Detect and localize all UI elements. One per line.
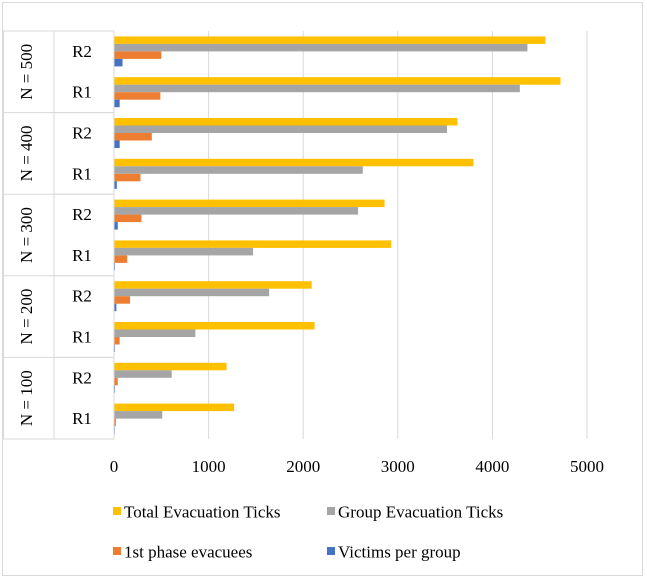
legend-swatch <box>113 547 121 555</box>
bar-group-evacuation-ticks-300-r1 <box>114 247 254 256</box>
legend-label: Victims per group <box>338 543 461 562</box>
tick-label: 4000 <box>475 457 509 476</box>
bar-1st-phase-evacuees-400-r2 <box>114 133 152 141</box>
bar-total-evacuation-ticks-300-r2 <box>114 199 385 208</box>
bar-victims-per-group-400-r1 <box>114 181 117 189</box>
bar-total-evacuation-ticks-200-r1 <box>114 322 315 330</box>
tick-label: 5000 <box>570 457 604 476</box>
chart-frame: N = 100 R1 R2 N = 200 R1 R2 N = 300 R1 R2 N = 400… <box>2 2 643 576</box>
tick-label: 3000 <box>381 457 415 476</box>
chart-svg: N = 100 R1 R2 N = 200 R1 R2 N = 300 R1 R2 N = 400… <box>3 30 604 562</box>
bar-total-evacuation-ticks-400-r2 <box>114 118 458 126</box>
bar-group-evacuation-ticks-500-r1 <box>114 84 520 93</box>
bar-victims-per-group-200-r2 <box>114 303 117 312</box>
group-label: N = 500 <box>17 44 36 100</box>
group-label: N = 200 <box>17 289 36 345</box>
bar-total-evacuation-ticks-400-r1 <box>114 158 474 167</box>
legend: Total Evacuation Ticks Group Evacuation T… <box>113 503 503 562</box>
bar-total-evacuation-ticks-500-r1 <box>114 77 561 85</box>
subcategory-label: R2 <box>72 205 92 224</box>
bar-total-evacuation-ticks-300-r1 <box>114 240 392 248</box>
subcategory-label: R1 <box>72 246 92 265</box>
bar-total-evacuation-ticks-100-r2 <box>114 362 227 371</box>
bar-group-evacuation-ticks-100-r2 <box>114 370 172 378</box>
group-label: N = 400 <box>17 125 36 181</box>
bar-group-evacuation-ticks-300-r2 <box>114 207 359 215</box>
bar-total-evacuation-ticks-100-r1 <box>114 403 235 412</box>
bar-1st-phase-evacuees-200-r1 <box>114 337 120 345</box>
legend-swatch <box>327 507 335 515</box>
bar-1st-phase-evacuees-100-r1 <box>114 418 116 427</box>
subcategory-label: R2 <box>72 42 92 61</box>
bar-1st-phase-evacuees-300-r1 <box>114 255 128 263</box>
bar-victims-per-group-400-r2 <box>114 140 120 148</box>
bar-1st-phase-evacuees-500-r2 <box>114 51 162 59</box>
bar-group-evacuation-ticks-200-r1 <box>114 329 196 337</box>
bar-total-evacuation-ticks-200-r2 <box>114 281 312 289</box>
bar-1st-phase-evacuees-200-r2 <box>114 296 131 304</box>
tick-label: 1000 <box>192 457 226 476</box>
subcategory-label: R1 <box>72 328 92 347</box>
group-label: N = 300 <box>17 207 36 263</box>
legend-swatch <box>113 507 121 515</box>
subcategory-label: R1 <box>72 164 92 183</box>
legend-swatch <box>327 547 335 555</box>
subcategory-label: R2 <box>72 368 92 387</box>
bar-group-evacuation-ticks-400-r2 <box>114 125 447 133</box>
bars <box>114 36 561 434</box>
bar-group-evacuation-ticks-400-r1 <box>114 166 363 174</box>
subcategory-label: R2 <box>72 124 92 143</box>
bar-victims-per-group-500-r1 <box>114 99 120 108</box>
bar-victims-per-group-500-r2 <box>114 58 123 67</box>
bar-1st-phase-evacuees-300-r2 <box>114 214 142 223</box>
bar-1st-phase-evacuees-100-r2 <box>114 377 118 386</box>
legend-label: Group Evacuation Ticks <box>338 503 503 522</box>
bar-1st-phase-evacuees-500-r1 <box>114 92 161 100</box>
bar-group-evacuation-ticks-500-r2 <box>114 43 528 52</box>
tick-label: 2000 <box>286 457 320 476</box>
subcategory-label: R1 <box>72 409 92 428</box>
group-label: N = 100 <box>17 370 36 426</box>
bar-1st-phase-evacuees-400-r1 <box>114 173 141 182</box>
legend-label: Total Evacuation Ticks <box>124 503 281 522</box>
category-axis: N = 100 R1 R2 N = 200 R1 R2 N = 300 R1 R2 N = 400… <box>3 30 115 440</box>
tick-label: 0 <box>110 457 119 476</box>
subcategory-label: R2 <box>72 287 92 306</box>
bar-total-evacuation-ticks-500-r2 <box>114 36 546 44</box>
subcategory-label: R1 <box>72 83 92 102</box>
bar-group-evacuation-ticks-100-r1 <box>114 411 163 419</box>
bar-victims-per-group-300-r2 <box>114 222 118 230</box>
bar-group-evacuation-ticks-200-r2 <box>114 288 270 297</box>
value-axis: 0 1000 2000 3000 4000 5000 <box>110 457 604 476</box>
legend-label: 1st phase evacuees <box>124 543 252 562</box>
